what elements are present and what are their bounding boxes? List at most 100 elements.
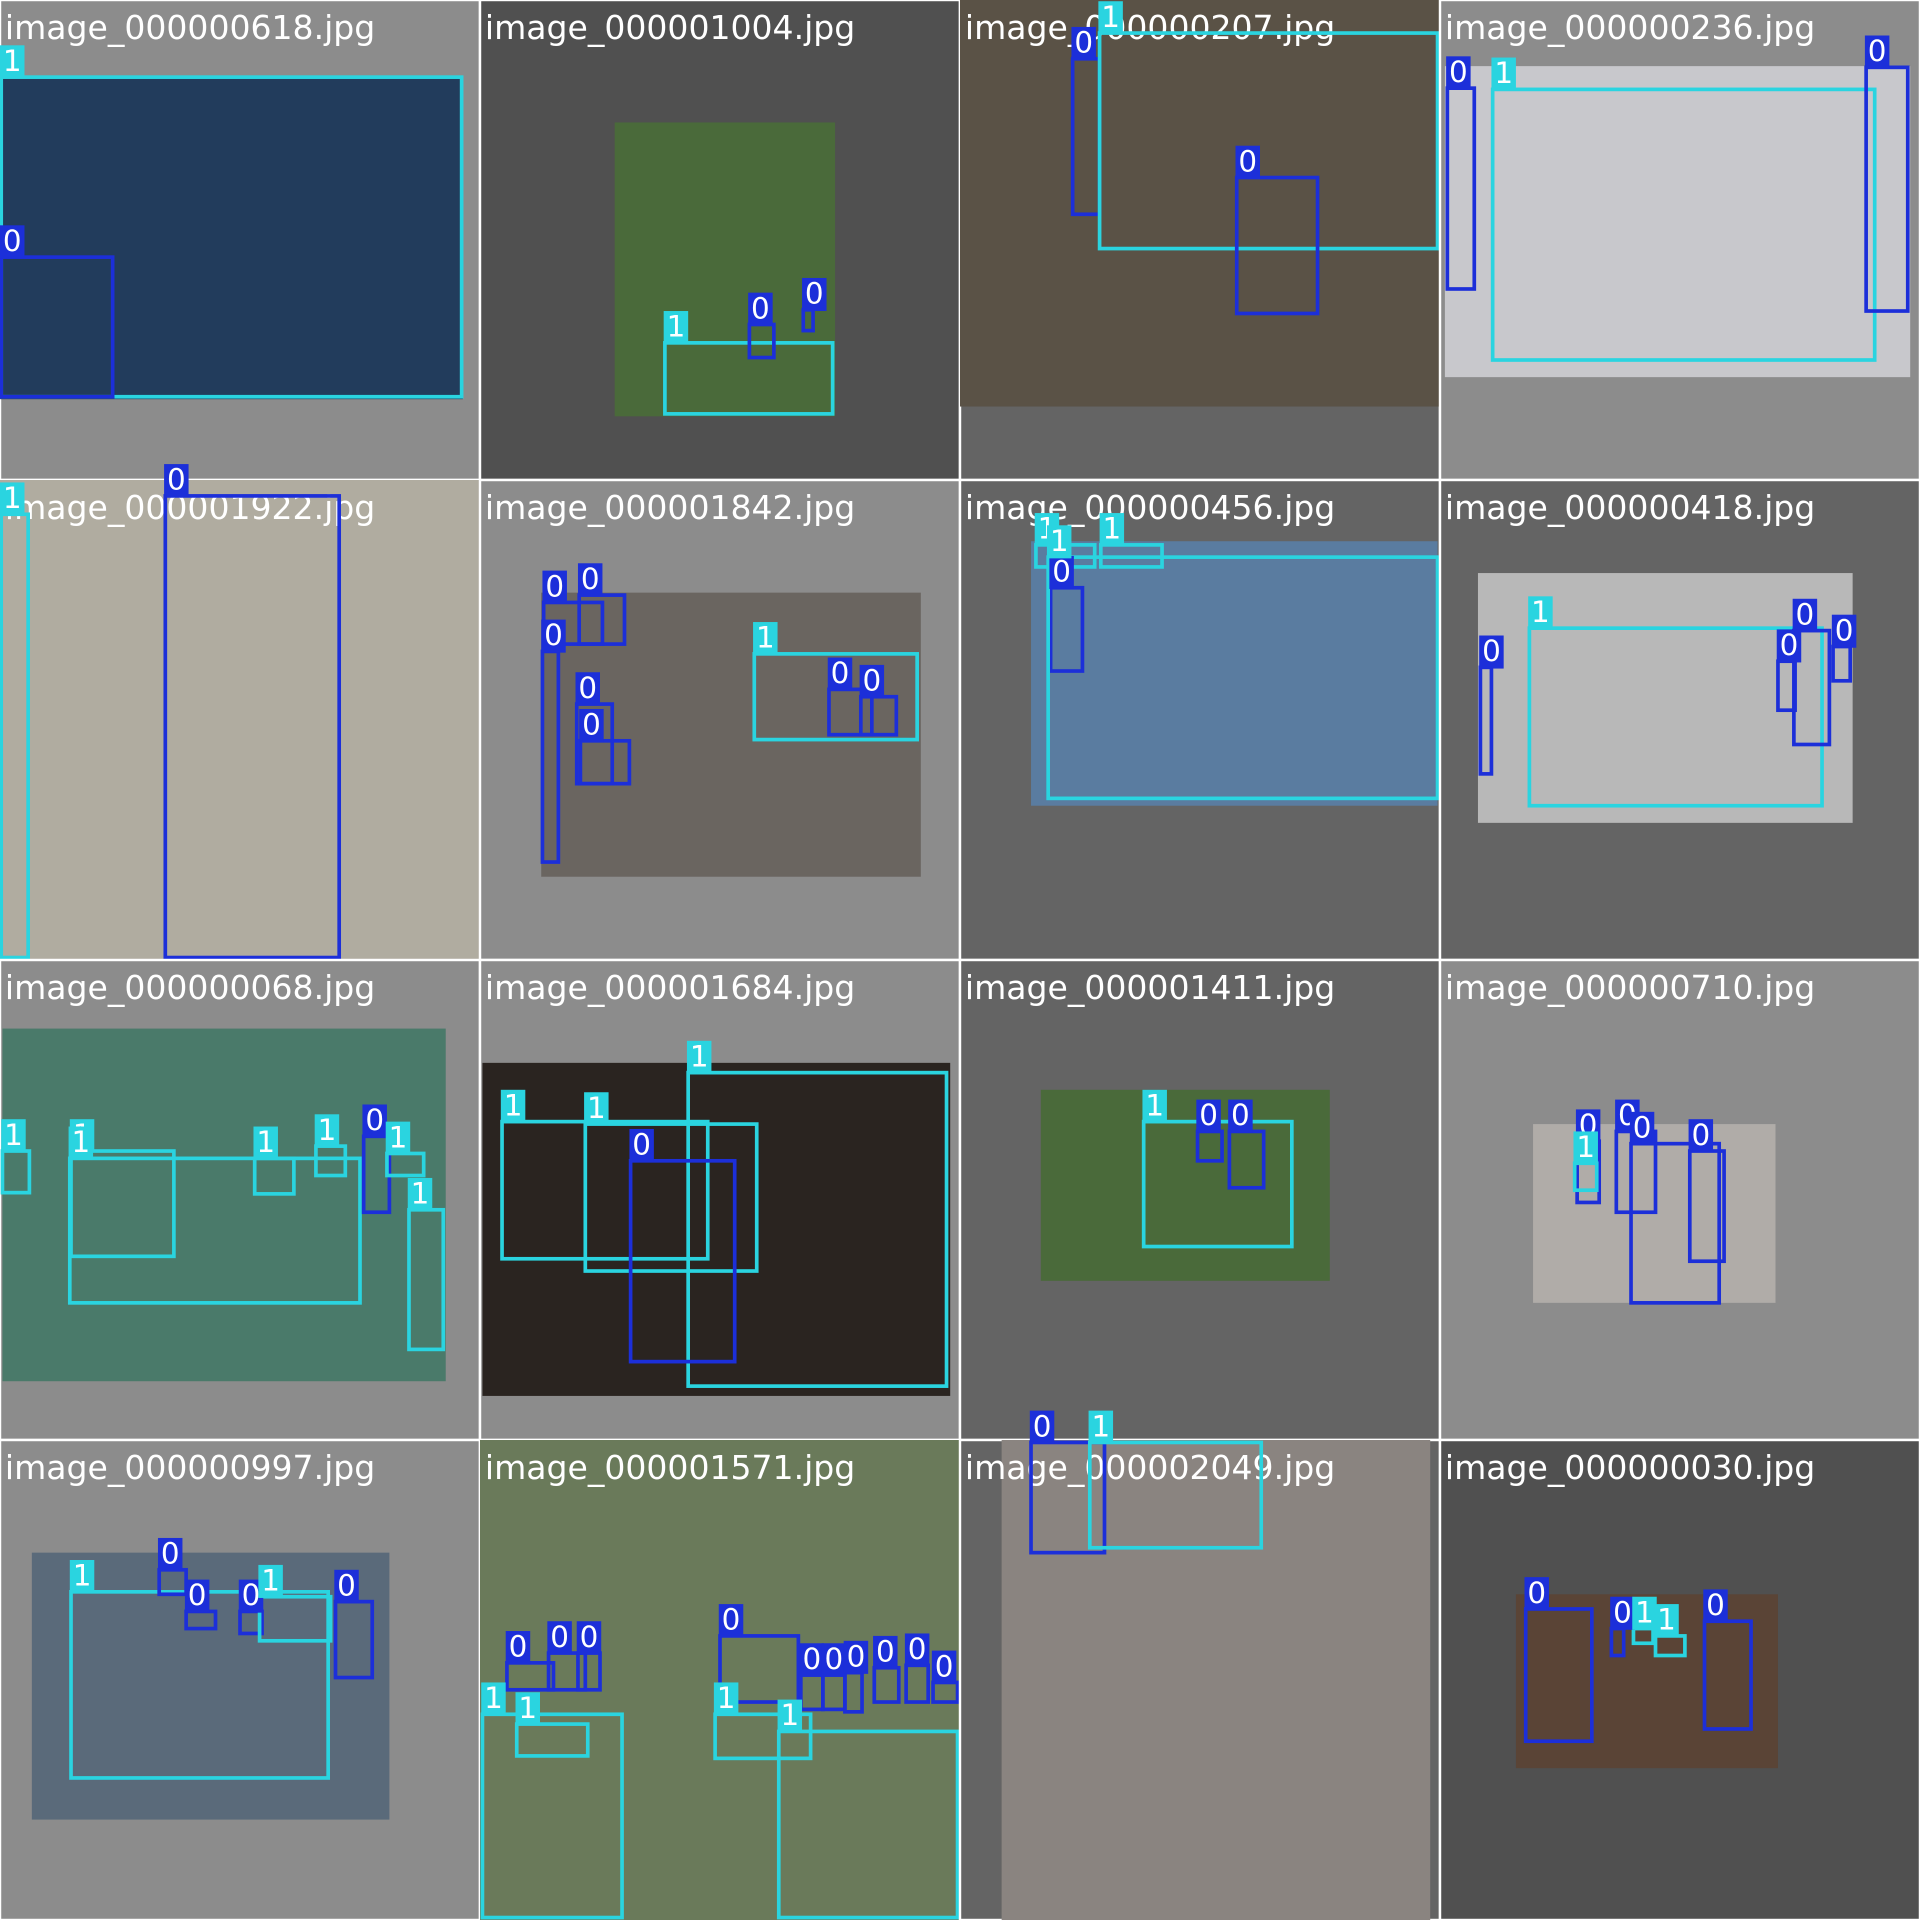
filename: image_000000236.jpg [1445,8,1815,47]
label-background [1688,1119,1714,1153]
filename: image_000000997.jpg [5,1448,375,1487]
box-label: 1 [753,621,778,656]
label-background [334,1569,359,1603]
class-label: 1 [256,1125,275,1159]
box-label: 0 [577,562,603,597]
class-label: 1 [261,1564,280,1598]
class-label: 0 [1706,1588,1725,1622]
label-background [1046,525,1072,559]
filename: image_000001571.jpg [485,1448,855,1487]
label-background [1142,1089,1167,1123]
tile: image_000001004.jpg [478,0,962,482]
class-label: 1 [1657,1603,1676,1637]
box-label: 0 [1864,34,1890,69]
bounding-box [713,1712,813,1761]
label-background [164,464,189,498]
box-label: 1 [1654,1603,1679,1638]
class-label: 1 [1494,56,1513,90]
label-background [505,1631,531,1665]
box-label: 0 [873,1635,898,1669]
box-label: 1 [1632,1595,1657,1630]
label-background [1099,513,1125,547]
filename: image_000001842.jpg [485,488,855,527]
class-label: 0 [1033,1409,1052,1443]
box-label: 1 [500,1088,526,1123]
label-background [500,1089,526,1123]
box-label: 0 [843,1639,869,1674]
label-background [1049,555,1074,589]
bounding-box [1029,1440,1107,1555]
label-background [0,45,25,79]
bounding-box [718,1634,801,1704]
box-label: 1 [1098,0,1123,35]
filename: image_000001684.jpg [485,968,855,1007]
label-background [1491,57,1516,91]
label-background [718,1604,744,1638]
tile: image_000000710.jpg [1438,958,1920,1442]
label-background [0,482,25,516]
class-label: 0 [1835,613,1854,647]
label-background [1524,1577,1549,1611]
class-label: 0 [908,1632,927,1666]
box-label: 0 [1524,1576,1549,1611]
bounding-box [505,1661,556,1692]
class-label: 1 [1102,512,1121,546]
class-label: 0 [1199,1098,1218,1132]
class-label: 0 [544,618,563,652]
box-label: 1 [777,1698,803,1733]
box-label: 1 [1046,524,1072,559]
box-label: 0 [1446,55,1471,90]
box-label: 0 [1049,555,1074,589]
label-background [385,1121,411,1155]
tile: image_000000418.jpg [1438,478,1920,962]
label-background [827,657,853,691]
class-label: 1 [756,621,775,655]
class-label: 0 [1074,26,1093,60]
bounding-box [1087,1440,1264,1550]
box-label: 1 [481,1681,506,1716]
box-label: 0 [1792,597,1818,632]
label-background [542,570,567,604]
label-background [1654,1604,1679,1638]
class-label: 0 [847,1639,866,1673]
label-background [843,1640,869,1674]
label-background [575,672,600,706]
tile: image_000001922.jpg [0,478,482,962]
label-background [1029,1410,1055,1444]
class-label: 1 [1635,1595,1654,1629]
bounding-box [1234,175,1320,316]
box-label: 1 [1528,595,1553,630]
photo [1031,541,1438,806]
box-label: 1 [713,1681,739,1716]
box-label: 0 [575,671,600,706]
label-background [576,1621,602,1655]
box-label: 1 [0,481,25,516]
label-background [1196,1099,1221,1133]
box-label: 0 [827,656,853,691]
tile: image_000000618.jpg [0,0,482,482]
class-label: 0 [805,277,824,311]
label-background [184,1579,210,1613]
class-label: 1 [71,1125,90,1159]
tile: image_000000456.jpg [958,478,1442,962]
class-label: 0 [1527,1576,1546,1610]
class-label: 0 [876,1635,895,1669]
box-label: 0 [1629,1110,1655,1145]
filename: image_000000418.jpg [1445,488,1815,527]
box-label: 0 [629,1128,654,1163]
class-label: 1 [1576,1130,1595,1164]
class-label: 0 [831,656,850,690]
label-background [753,622,778,656]
bounding-box [1523,1607,1594,1744]
class-label: 0 [1449,55,1468,89]
class-label: 0 [802,1642,821,1676]
box-label: 1 [385,1120,411,1155]
label-background [541,619,566,653]
label-background [1629,1111,1655,1145]
class-label: 1 [4,1118,23,1152]
bounding-box [628,1158,737,1364]
label-background [799,1643,825,1677]
label-background [1776,629,1802,663]
class-label: 0 [167,463,186,497]
